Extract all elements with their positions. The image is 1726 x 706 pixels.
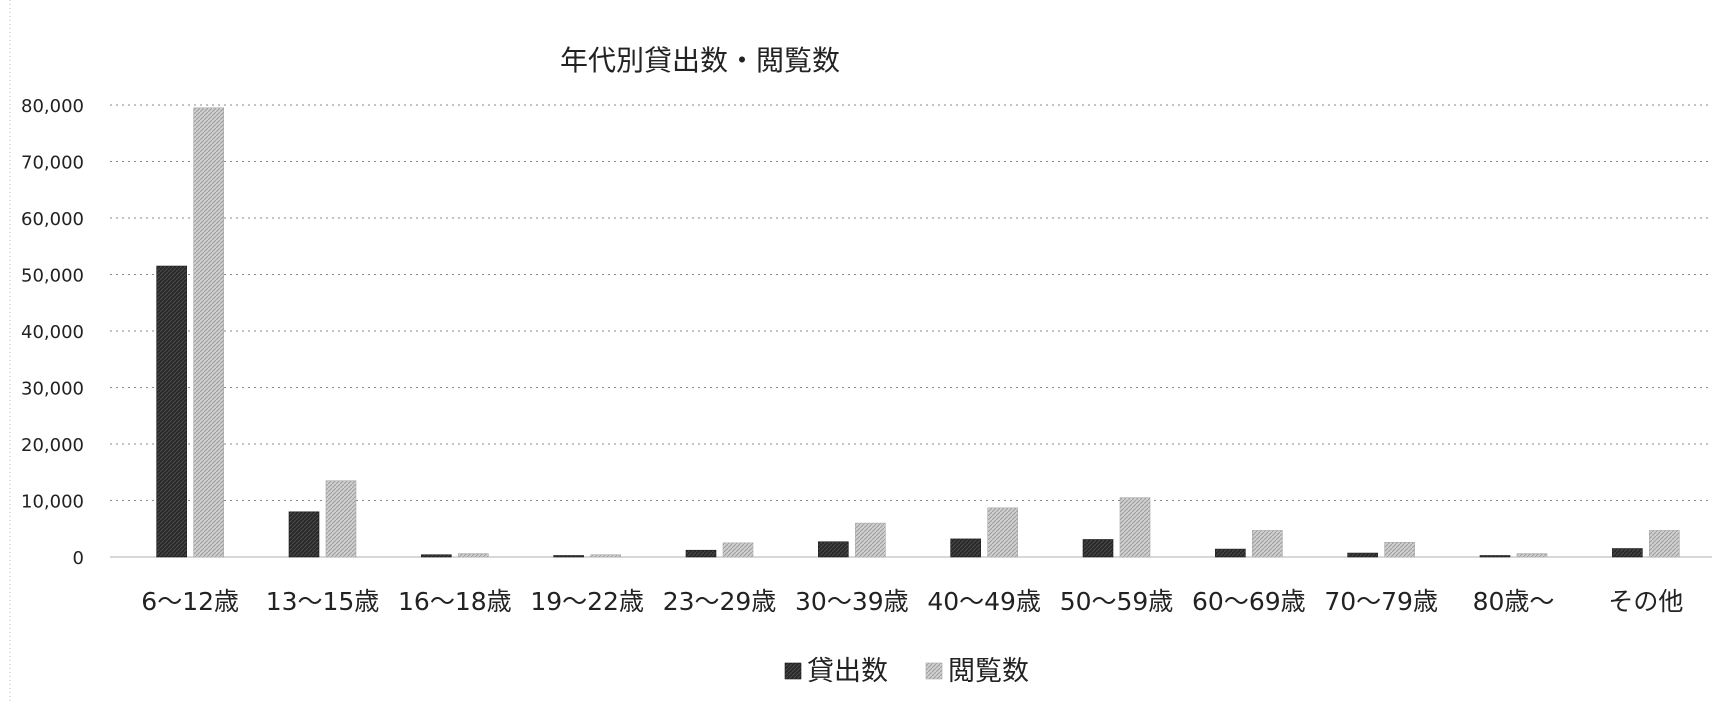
- bar-viewing: [590, 554, 621, 558]
- bar-viewing: [1252, 530, 1283, 558]
- y-tick-label: 10,000: [21, 492, 84, 513]
- bar-lending: [818, 541, 849, 558]
- bar-viewing: [987, 507, 1018, 558]
- legend: 貸出数 閲覧数: [784, 656, 1029, 687]
- bar-viewing: [1649, 530, 1680, 558]
- bar-lending: [288, 511, 320, 558]
- bar-lending: [1347, 552, 1378, 558]
- y-tick-label: 60,000: [21, 209, 84, 230]
- legend-label: 貸出数: [807, 656, 888, 687]
- bar-viewing: [458, 553, 489, 558]
- x-tick-label: 19〜22歳: [530, 587, 644, 616]
- bars: [156, 107, 1680, 558]
- bar-lending: [950, 538, 981, 558]
- x-tick-label: 23〜29歳: [663, 587, 777, 616]
- bar-viewing: [1516, 553, 1548, 558]
- bar-lending: [553, 555, 584, 558]
- x-axis-ticks: 6〜12歳 13〜15歳 16〜18歳 19〜22歳 23〜29歳 30〜39歳 40〜49…: [141, 587, 1683, 616]
- bar-lending: [421, 554, 452, 558]
- x-tick-label: 80歳〜: [1473, 587, 1555, 616]
- x-tick-label: 30〜39歳: [795, 587, 909, 616]
- bar-lending: [1215, 548, 1246, 558]
- legend-swatch: [925, 662, 943, 680]
- chart-title: 年代別貸出数・閲覧数: [560, 44, 840, 77]
- x-tick-label: 60〜69歳: [1192, 587, 1306, 616]
- legend-label: 閲覧数: [948, 656, 1029, 687]
- x-tick-label: 13〜15歳: [266, 587, 380, 616]
- bar-viewing: [722, 542, 754, 558]
- y-tick-label: 80,000: [21, 96, 84, 117]
- bar-viewing: [325, 480, 357, 558]
- bar-lending: [1479, 555, 1511, 558]
- bar-viewing: [1119, 497, 1151, 558]
- y-tick-label: 50,000: [21, 266, 84, 287]
- bar-lending: [1082, 539, 1114, 558]
- y-tick-label: 30,000: [21, 379, 84, 400]
- bar-lending: [156, 265, 187, 558]
- x-tick-label: 16〜18歳: [398, 587, 512, 616]
- bar-viewing: [1384, 542, 1415, 558]
- bar-viewing: [855, 522, 886, 558]
- x-tick-label: 50〜59歳: [1060, 587, 1174, 616]
- y-tick-label: 70,000: [21, 153, 84, 174]
- x-tick-label: 6〜12歳: [141, 587, 239, 616]
- x-tick-label: 70〜79歳: [1324, 587, 1438, 616]
- bar-lending: [685, 549, 717, 558]
- y-tick-label: 0: [73, 548, 84, 569]
- bar-viewing: [193, 107, 224, 558]
- gridlines: [110, 104, 1712, 558]
- y-axis-ticks: 0 10,000 20,000 30,000 40,000 50,000 60,000 70,…: [21, 96, 84, 569]
- y-tick-label: 20,000: [21, 435, 84, 456]
- x-tick-label: 40〜49歳: [927, 587, 1041, 616]
- bar-lending: [1612, 548, 1643, 558]
- legend-swatch: [784, 662, 802, 680]
- y-tick-label: 40,000: [21, 322, 84, 343]
- x-tick-label: その他: [1608, 587, 1683, 616]
